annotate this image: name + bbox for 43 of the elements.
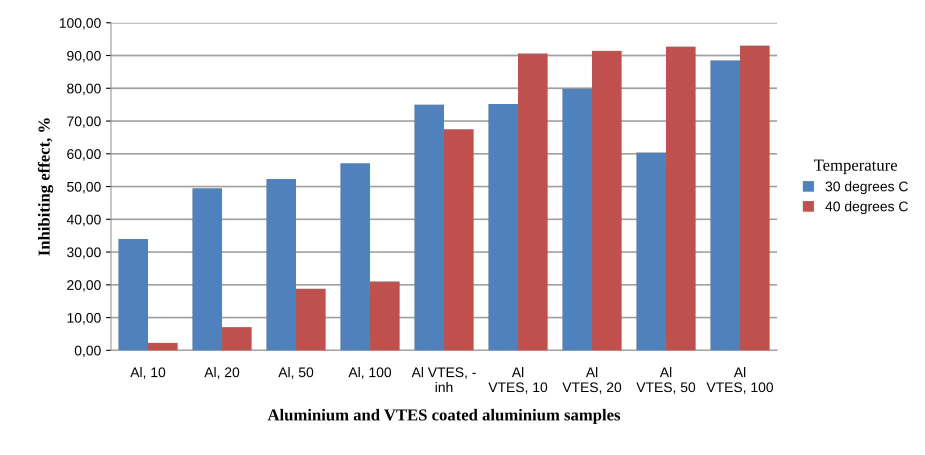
y-tick-label: 70,00 — [67, 116, 101, 128]
x-tick-label: Al, 20 — [204, 367, 240, 379]
y-tick-label: 80,00 — [67, 84, 101, 96]
bar — [192, 188, 222, 350]
y-tick-label: 40,00 — [66, 214, 101, 226]
x-tick-label: Al VTES, 20 — [562, 367, 622, 394]
bar — [518, 54, 548, 350]
x-tick-label: Al VTES, 50 — [636, 367, 696, 394]
bar — [592, 50, 622, 350]
y-axis-title: Inhibiting effect, % — [38, 118, 54, 256]
legend-label: 30 degrees C — [826, 181, 908, 194]
y-tick-label: 30,00 — [67, 247, 101, 259]
bar — [118, 238, 148, 350]
bar — [296, 288, 326, 350]
legend-label: 40 degrees C — [825, 201, 908, 214]
y-tick-label: 60,00 — [67, 149, 101, 161]
legend-title: Temperature — [814, 160, 898, 174]
bar — [562, 88, 592, 350]
x-tick-label: Al VTES, - inh — [412, 367, 476, 392]
y-tick-label: 0,00 — [74, 346, 101, 358]
bar — [266, 179, 296, 350]
x-axis-title: Aluminium and VTES coated aluminium samples — [268, 408, 620, 424]
bar — [710, 60, 740, 350]
x-tick-label: Al, 50 — [278, 367, 314, 379]
y-tick-label: 50,00 — [67, 182, 101, 194]
y-tick-label: 90,00 — [67, 50, 101, 62]
y-tick-label: 20,00 — [67, 280, 101, 292]
bar — [488, 104, 518, 350]
bar — [222, 327, 252, 350]
bar — [636, 152, 666, 350]
y-tick-label: 100,00 — [60, 18, 101, 30]
x-tick-label: Al, 100 — [348, 367, 392, 379]
bar — [444, 129, 474, 350]
x-tick-label: Al, 10 — [130, 367, 166, 379]
bar — [370, 282, 400, 350]
x-tick-label: Al VTES, 100 — [706, 367, 774, 394]
y-tick-label: 10,00 — [68, 312, 101, 324]
bar — [666, 46, 696, 350]
x-tick-label: Al VTES, 10 — [488, 367, 548, 394]
bar — [148, 342, 178, 350]
bar — [340, 163, 370, 350]
bar — [740, 46, 770, 350]
bar — [414, 104, 444, 350]
